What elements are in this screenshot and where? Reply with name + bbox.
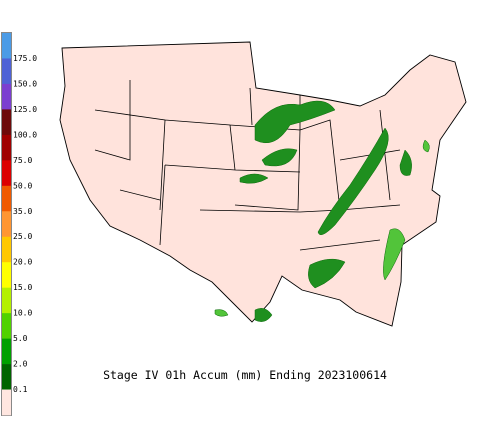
legend-swatch: [2, 211, 11, 238]
legend-swatch: [2, 185, 11, 212]
legend-swatch: [2, 389, 11, 416]
legend-label: 175.0: [13, 54, 37, 63]
legend-label: 0.1: [13, 385, 28, 394]
legend-label: 150.0: [13, 79, 37, 88]
legend-label: 75.0: [13, 156, 32, 165]
caption: Stage IV 01h Accum (mm) Ending 202310061…: [103, 368, 387, 382]
legend-swatch: [2, 236, 11, 263]
legend-label: 35.0: [13, 207, 32, 216]
legend-label: 125.0: [13, 105, 37, 114]
legend-swatch: [2, 109, 11, 136]
legend-swatch: [2, 160, 11, 187]
precip-areas: [214, 100, 430, 322]
legend-swatch: [2, 338, 11, 365]
precip-area: [308, 258, 346, 289]
legend-swatch: [2, 83, 11, 110]
precip-area: [383, 228, 406, 281]
legend-swatch: [2, 33, 11, 59]
precip-area: [214, 309, 229, 317]
land: [59, 41, 467, 327]
legend-swatch: [2, 364, 11, 390]
legend-label: 50.0: [13, 181, 32, 190]
legend-swatch: [2, 134, 11, 161]
legend-label: 20.0: [13, 258, 32, 267]
precip-area: [239, 173, 269, 184]
precip-area: [261, 148, 298, 167]
precip-area: [254, 308, 273, 322]
precip-area: [399, 149, 412, 176]
legend-swatch: [2, 262, 11, 288]
legend: 175.0 150.0 125.0 100.0 75.0 50.0 35.0 25.0 20.0…: [2, 33, 37, 416]
legend-label: 2.0: [13, 360, 28, 369]
legend-frame: [1, 32, 12, 416]
legend-swatch: [2, 287, 11, 314]
precip-area: [422, 139, 430, 153]
map: [59, 41, 467, 327]
legend-swatch: [2, 58, 11, 85]
precip-area: [254, 100, 336, 144]
legend-label: 100.0: [13, 130, 37, 139]
legend-swatch: [2, 313, 11, 339]
legend-label: 5.0: [13, 334, 28, 343]
legend-label: 15.0: [13, 283, 32, 292]
legend-label: 10.0: [13, 309, 32, 318]
legend-label: 25.0: [13, 232, 32, 241]
precip-area: [317, 127, 389, 236]
